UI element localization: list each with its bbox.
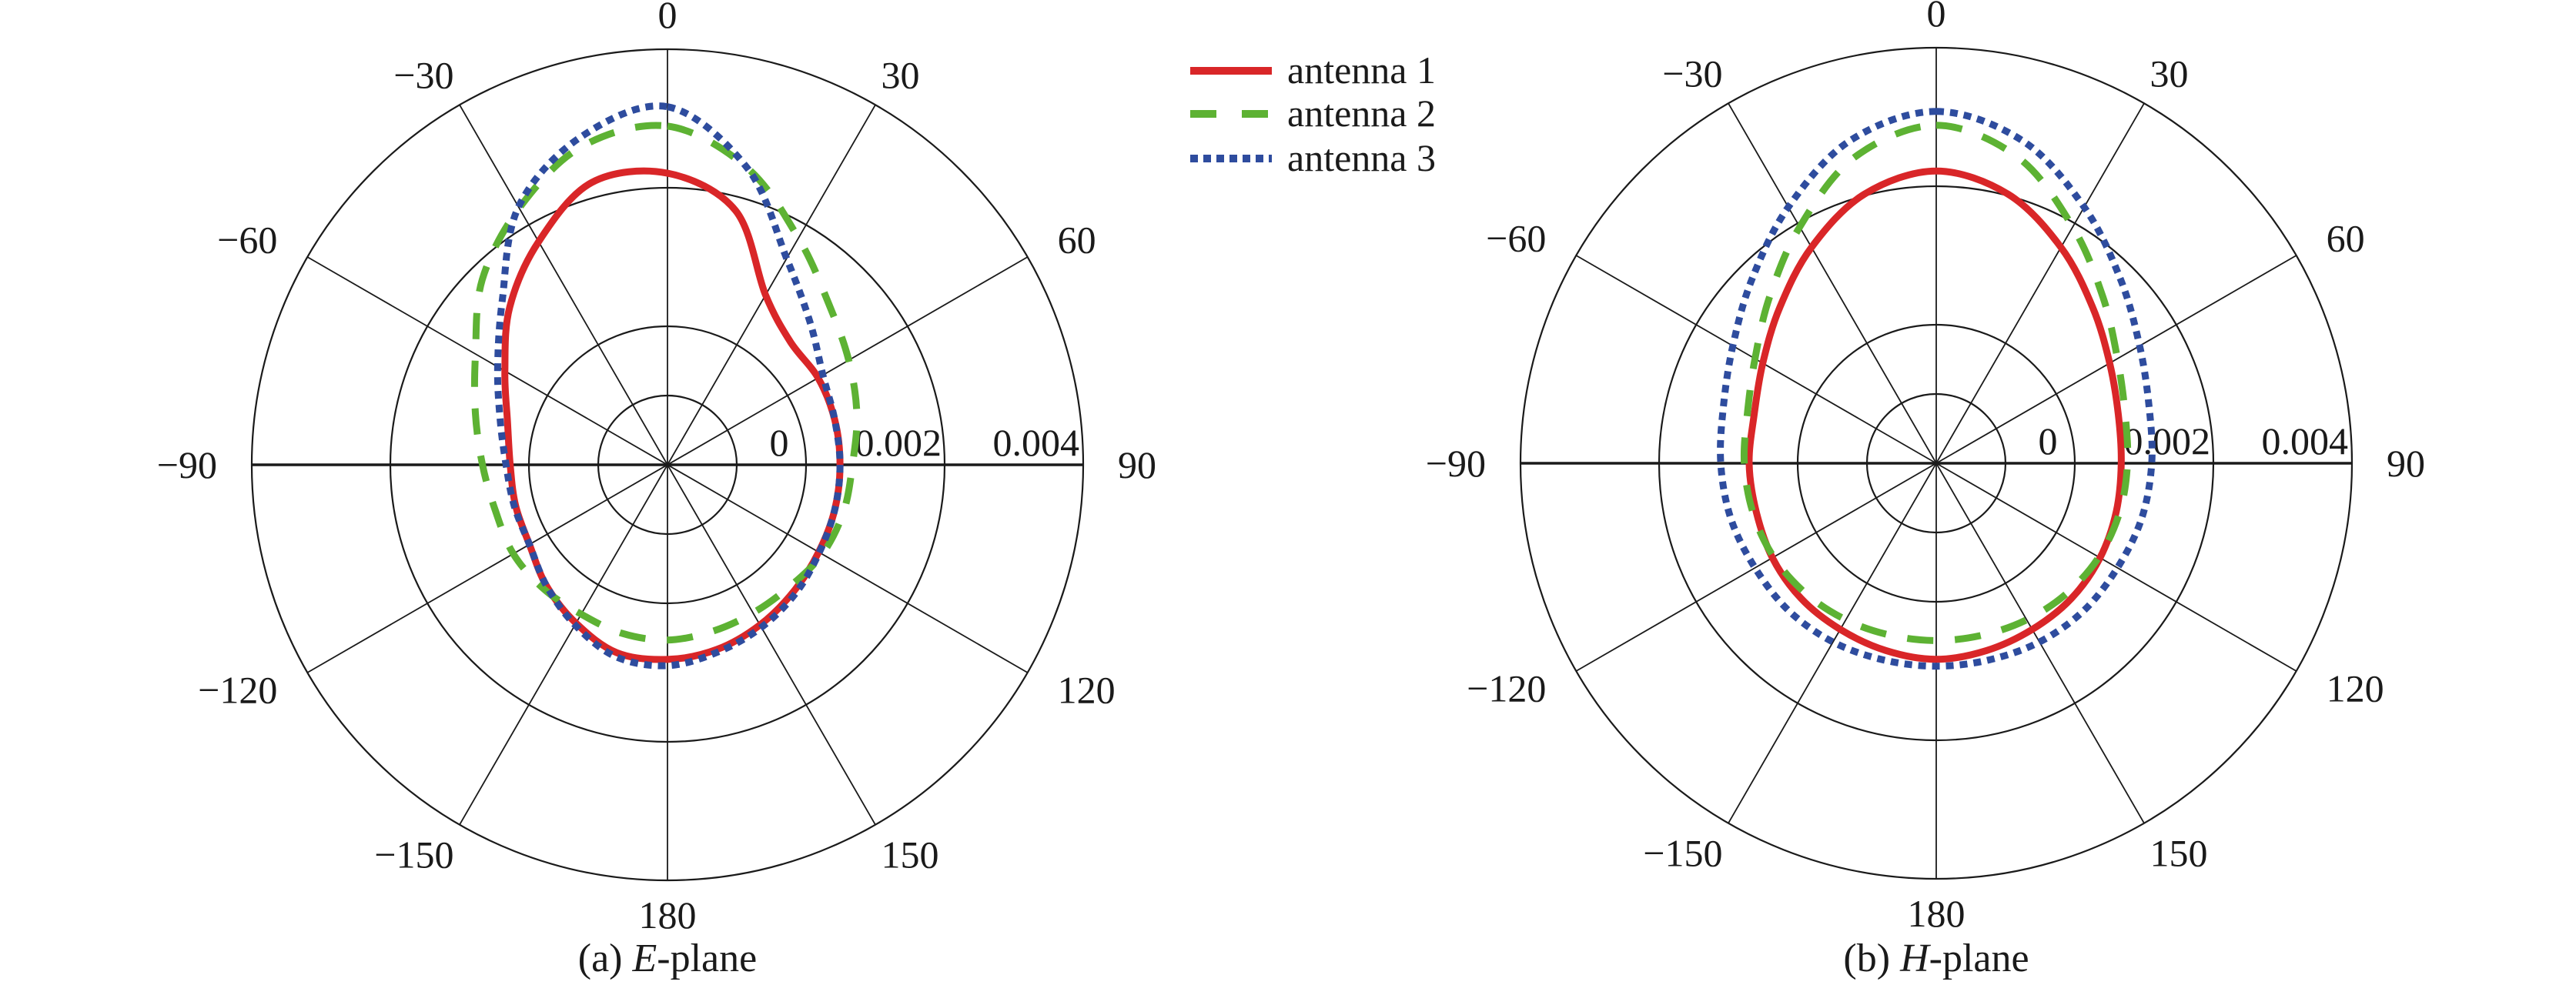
- legend-label: antenna 3: [1287, 136, 1436, 179]
- legend-label: antenna 1: [1287, 48, 1436, 92]
- angle-tick-label: −120: [1467, 667, 1546, 710]
- angle-tick-label: −30: [393, 53, 453, 96]
- series-line-antenna-1: [501, 167, 844, 663]
- caption-prefix: (a): [578, 937, 633, 980]
- angle-tick-label: 180: [639, 893, 697, 937]
- angle-tick-label: 180: [1908, 892, 1965, 935]
- angle-tick-label: 30: [2150, 52, 2189, 95]
- angle-tick-label: −60: [217, 219, 277, 262]
- angle-tick-label: 150: [2150, 832, 2208, 875]
- series-line-antenna-1: [1745, 167, 2125, 663]
- radial-tick-label: 0.002: [2124, 419, 2211, 462]
- radial-tick-label: 0: [2039, 419, 2058, 462]
- polar-chart-e-plane: 0 30 60 90 120 150 180 −150 −120 −90 −60 −30 0 0.002 0…: [157, 0, 1156, 980]
- angle-tick-label: 60: [1058, 219, 1096, 262]
- angle-tick-label: 150: [882, 833, 939, 876]
- chart-caption: (b) H-plane: [1843, 937, 2029, 980]
- caption-prefix: (b): [1843, 937, 1900, 980]
- chart-caption: (a) E-plane: [578, 937, 757, 980]
- radial-tick-label: 0.004: [993, 421, 1080, 464]
- series-line-antenna-2: [1740, 122, 2132, 644]
- radial-tick-label: 0.002: [855, 421, 942, 464]
- angle-tick-label: 90: [2387, 442, 2425, 485]
- radial-tick-label: 0.004: [2262, 419, 2349, 462]
- angle-tick-label: 120: [2327, 667, 2384, 710]
- series-line-antenna-3: [493, 102, 844, 669]
- angle-tick-label: −120: [198, 669, 277, 712]
- grid-spoke: [459, 104, 876, 826]
- caption-plane-letter: H: [1899, 937, 1931, 980]
- polar-chart-h-plane: 0 30 60 90 120 150 180 −150 −120 −90 −60 −30 0 0.002 0…: [1426, 0, 2425, 980]
- angle-tick-label: −90: [157, 443, 217, 486]
- legend-label: antenna 2: [1287, 92, 1436, 135]
- radial-tick-label: 0: [770, 421, 789, 464]
- series-line-antenna-2: [470, 122, 861, 644]
- caption-plane-letter: E: [632, 937, 657, 980]
- angle-tick-label: −150: [1643, 832, 1722, 875]
- caption-suffix: -plane: [657, 937, 757, 980]
- angle-tick-label: 0: [1927, 0, 1946, 35]
- angle-tick-label: −90: [1426, 442, 1486, 485]
- angle-tick-label: 60: [2327, 217, 2365, 260]
- series-line-antenna-3: [1717, 108, 2156, 670]
- angle-tick-label: −60: [1486, 217, 1546, 260]
- angle-tick-label: −30: [1662, 52, 1722, 95]
- caption-suffix: -plane: [1929, 937, 2029, 980]
- angle-tick-label: −150: [374, 833, 453, 876]
- angle-tick-label: 120: [1058, 669, 1116, 712]
- grid-spoke: [1728, 102, 2145, 824]
- angle-tick-label: 0: [658, 0, 677, 36]
- angle-tick-label: 90: [1118, 443, 1156, 486]
- angle-tick-label: 30: [882, 53, 920, 96]
